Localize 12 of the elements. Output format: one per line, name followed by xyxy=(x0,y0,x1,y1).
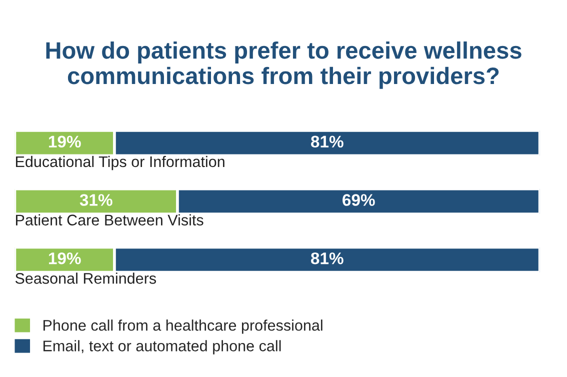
data-label: 81% xyxy=(310,136,344,148)
y-tick-label: Educational Tips or Information xyxy=(16,156,224,170)
chart-title: How do patients prefer to receive wellness communications from their providers? xyxy=(46,41,522,89)
data-label: 69% xyxy=(342,194,375,206)
y-tick-label: Seasonal Reminders xyxy=(15,272,156,284)
data-label: 19% xyxy=(48,136,81,148)
legend-label: Email, text or automated phone call xyxy=(43,340,281,354)
data-label: 19% xyxy=(48,252,81,264)
legend-label: Phone call from a healthcare professional xyxy=(43,320,322,334)
y-tick-label: Patient Care Between Visits xyxy=(16,214,204,226)
data-label: 81% xyxy=(310,252,344,264)
data-label: 31% xyxy=(80,194,112,206)
